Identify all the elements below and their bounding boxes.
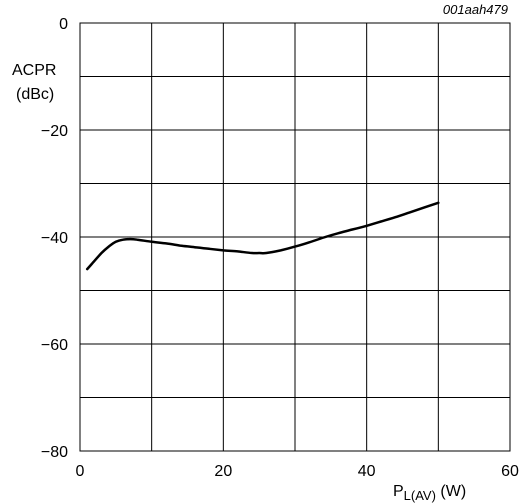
acpr-series-line <box>85 201 440 271</box>
grid <box>80 23 510 451</box>
y-axis-label-line1: ACPR <box>12 62 56 79</box>
y-tick-label: −20 <box>41 123 68 140</box>
x-tick-label: 60 <box>501 463 519 480</box>
y-tick-labels: 0 −20 −40 −60 −80 <box>41 16 68 461</box>
x-axis-label: PL(AV) (W) <box>393 483 466 503</box>
plot-frame <box>79 22 511 452</box>
figure-code: 001aah479 <box>443 2 508 17</box>
x-axis-label-main: P <box>393 483 404 500</box>
x-axis-label-subscript: L(AV) <box>404 488 436 503</box>
y-tick-label: −80 <box>41 444 68 461</box>
x-axis-label-unit: (W) <box>436 483 466 500</box>
y-tick-label: −40 <box>41 230 68 247</box>
y-axis-label-line2: (dBc) <box>16 86 54 103</box>
x-tick-label: 0 <box>76 463 85 480</box>
x-tick-label: 20 <box>214 463 232 480</box>
x-tick-labels: 0 20 40 60 <box>76 463 519 480</box>
x-tick-label: 40 <box>358 463 376 480</box>
y-tick-label: 0 <box>59 16 68 33</box>
y-tick-label: −60 <box>41 337 68 354</box>
